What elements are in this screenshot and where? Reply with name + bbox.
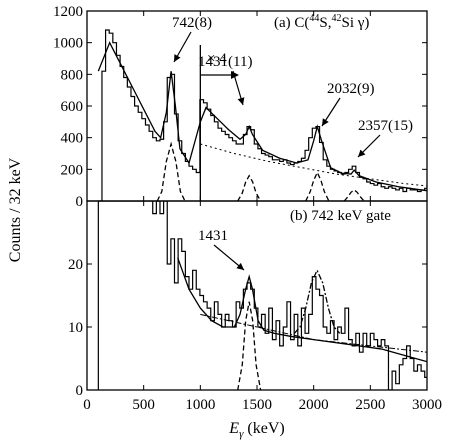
peak-line-3 <box>156 141 186 201</box>
y-tick-label: 800 <box>61 67 84 83</box>
panel-label-superscript: 42 <box>332 13 342 24</box>
y-axis-label: Counts / 32 keV <box>7 157 24 262</box>
peak-line-4 <box>237 174 262 201</box>
x-tick-label: 500 <box>132 397 155 413</box>
panel-label-part: (a) C( <box>274 15 309 31</box>
peak-annotation: 2357(15) <box>358 118 413 134</box>
x-tick-label: 1500 <box>242 397 272 413</box>
panel-b: 0 10 20 0 500 1000 1500 2000 2500 3000 1431 (b) 742… <box>68 200 442 440</box>
arrow-head <box>322 118 329 126</box>
peak-line-6 <box>343 189 365 201</box>
x-tick-label: 3000 <box>412 397 442 413</box>
y-tick-label: 0 <box>76 383 84 399</box>
y-tick-label: 20 <box>68 257 83 273</box>
panel-a: 0 200 400 600 800 1000 1200 742(8) 1431(11) 2032(… <box>53 4 428 210</box>
arrow-head <box>174 54 181 62</box>
peak-dashdot-line-3 <box>293 268 341 334</box>
x-axis-unit: (keV) <box>243 420 284 437</box>
plot-area <box>97 29 427 201</box>
plot-area <box>97 201 427 390</box>
background-line-2 <box>200 143 427 187</box>
panel-label: (b) 742 keV gate <box>290 208 391 224</box>
panel-label-superscript: 44 <box>309 13 319 24</box>
histogram-series <box>97 201 427 390</box>
peak-annotation: 1431 <box>198 228 228 244</box>
y-tick-label: 0 <box>76 194 84 210</box>
fit-line-1 <box>97 41 427 192</box>
x-axis-label: Eγ (keV) <box>228 420 284 440</box>
x-tick-label: 2000 <box>299 397 329 413</box>
y-tick-label: 1000 <box>53 36 83 52</box>
arrow-head <box>237 97 245 105</box>
fit-line-1 <box>177 257 427 363</box>
x-tick-label: 2500 <box>355 397 385 413</box>
panel-frame <box>86 200 428 391</box>
peak-annotation: 742(8) <box>172 15 212 31</box>
x-axis-subscript: γ <box>239 428 244 440</box>
background-dashdot-line-4 <box>200 313 427 353</box>
panel-label-part: S, <box>319 15 331 31</box>
x-tick-label: 0 <box>83 397 91 413</box>
y-tick-label: 1200 <box>53 4 83 20</box>
arrow-head <box>236 262 244 270</box>
histogram-series <box>98 29 427 201</box>
x-axis-symbol: E <box>228 420 239 437</box>
y-tick-label: 200 <box>61 162 84 178</box>
y-tick-label: 400 <box>61 131 84 147</box>
y-tick-label: 10 <box>68 320 83 336</box>
scale-arrow-head <box>231 71 239 79</box>
peak-annotation: 2032(9) <box>327 81 375 97</box>
y-tick-label: 600 <box>61 99 84 115</box>
peak-line-5 <box>305 170 330 201</box>
arrow-head <box>358 149 366 157</box>
panel-label: (a) C(44S,42Si γ) <box>274 13 369 31</box>
panel-label-part: Si γ) <box>342 15 370 31</box>
x-tick-label: 1000 <box>185 397 215 413</box>
scale-note: × 4 <box>207 51 227 67</box>
peak-line-2 <box>237 301 262 390</box>
peak-annotation: 1431(11) <box>198 54 252 70</box>
